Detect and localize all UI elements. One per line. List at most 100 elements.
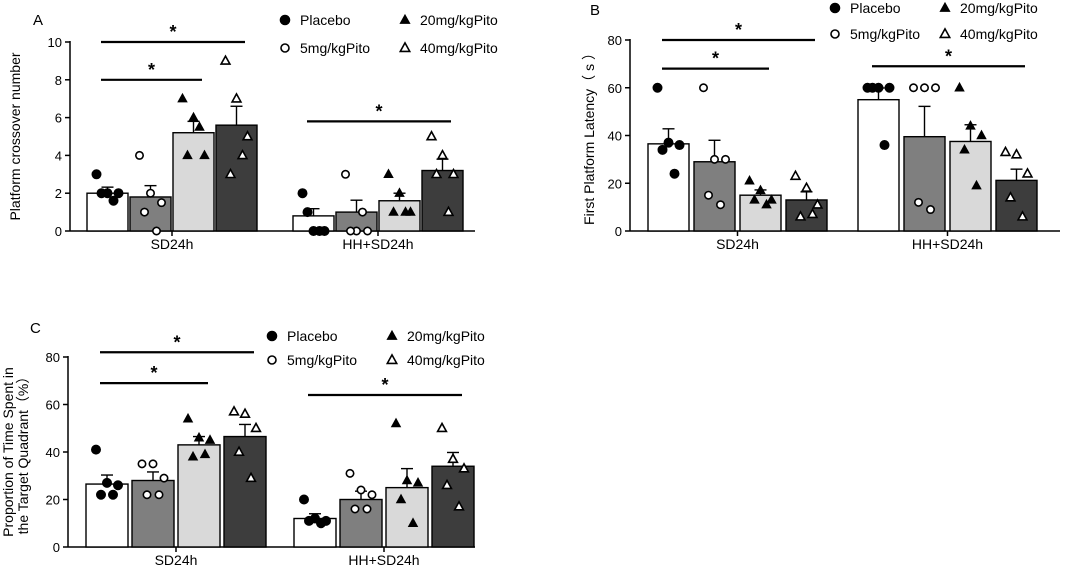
data-point xyxy=(1010,148,1023,159)
data-point xyxy=(345,468,355,478)
data-point xyxy=(390,417,402,428)
panel-letter: C xyxy=(30,320,41,337)
significance-star: * xyxy=(712,49,719,69)
data-point xyxy=(430,167,443,179)
data-point xyxy=(159,473,169,483)
bar xyxy=(647,143,690,232)
data-point xyxy=(230,92,243,103)
y-tick-label: 0 xyxy=(53,540,60,555)
y-tick-label: 40 xyxy=(46,445,60,460)
legend-label: 5mg/kgPito xyxy=(850,26,920,42)
data-point xyxy=(794,210,807,221)
x-group-label: HH+SD24h xyxy=(912,236,983,252)
y-axis-label: First Platform Latency（ s ） xyxy=(581,46,597,225)
data-point xyxy=(241,130,254,141)
significance-star: * xyxy=(381,375,388,395)
bar xyxy=(693,161,736,232)
legend-filled-triangle-icon xyxy=(399,13,411,24)
data-point xyxy=(761,198,772,209)
data-point xyxy=(194,121,205,131)
y-axis-label: Proportion of Time Spent in xyxy=(0,367,16,537)
legend-label: 20mg/kgPito xyxy=(407,328,485,344)
legend-open-circle-icon xyxy=(267,355,277,365)
significance-star: * xyxy=(735,20,742,40)
data-point xyxy=(703,190,713,200)
data-point xyxy=(187,450,199,461)
data-point xyxy=(224,167,237,179)
panel-letter: B xyxy=(590,2,600,19)
data-point xyxy=(395,493,407,504)
x-group-label: SD24h xyxy=(155,552,198,568)
data-point xyxy=(800,181,813,193)
x-group-label: SD24h xyxy=(151,236,194,252)
data-point xyxy=(137,459,147,469)
data-point xyxy=(447,167,460,179)
data-point xyxy=(663,137,674,148)
legend-filled-triangle-icon xyxy=(386,329,398,340)
data-point xyxy=(113,480,124,491)
x-group-label: SD24h xyxy=(716,236,759,252)
legend-filled-triangle-icon xyxy=(939,1,951,12)
data-point xyxy=(447,452,459,464)
y-tick-label: 2 xyxy=(55,186,62,201)
legend-open-triangle-icon xyxy=(398,41,412,53)
data-point xyxy=(806,207,819,219)
data-point xyxy=(177,92,188,103)
data-point xyxy=(303,515,314,526)
panel-letter: A xyxy=(33,12,43,29)
data-point xyxy=(142,490,152,500)
legend-label: 40mg/kgPito xyxy=(407,352,485,368)
data-point xyxy=(146,188,156,198)
x-group-label: HH+SD24h xyxy=(348,552,419,568)
bar xyxy=(385,486,429,548)
data-point xyxy=(157,198,167,208)
data-point xyxy=(749,194,760,204)
significance-star: * xyxy=(945,46,952,66)
data-point xyxy=(652,82,663,93)
data-point xyxy=(971,179,982,190)
data-point xyxy=(913,197,923,207)
data-point xyxy=(233,445,245,456)
y-tick-label: 4 xyxy=(55,148,62,163)
data-point xyxy=(425,130,438,141)
data-point xyxy=(436,421,448,433)
legend-label: Placebo xyxy=(850,0,901,16)
data-point xyxy=(657,144,668,155)
data-point xyxy=(715,200,725,210)
bar xyxy=(421,169,464,232)
data-point xyxy=(954,81,965,92)
data-point xyxy=(453,500,465,511)
data-point xyxy=(188,111,199,122)
legend-filled-circle-icon xyxy=(266,330,278,342)
data-point xyxy=(236,148,249,160)
data-point xyxy=(669,168,680,179)
legend-label: 40mg/kgPito xyxy=(960,26,1038,42)
bar xyxy=(431,465,475,548)
data-point xyxy=(362,226,372,236)
y-tick-label: 40 xyxy=(608,129,622,144)
data-point xyxy=(239,407,251,418)
y-tick-label: 60 xyxy=(608,81,622,96)
y-tick-label: 80 xyxy=(608,33,622,48)
data-point xyxy=(400,206,411,216)
data-point xyxy=(193,431,205,442)
significance-star: * xyxy=(169,22,176,42)
data-point xyxy=(401,474,413,485)
data-point xyxy=(302,207,313,218)
data-point xyxy=(999,145,1012,157)
y-tick-label: 80 xyxy=(46,350,60,365)
legend-label: 20mg/kgPito xyxy=(420,12,498,28)
legend-label: 20mg/kgPito xyxy=(960,0,1038,16)
bar xyxy=(995,179,1038,232)
data-point xyxy=(356,485,366,495)
data-point xyxy=(919,83,929,93)
y-tick-label: 20 xyxy=(608,176,622,191)
data-point xyxy=(412,477,424,487)
data-point xyxy=(108,195,119,206)
bar xyxy=(223,435,267,548)
legend-open-triangle-icon xyxy=(385,353,399,365)
data-point xyxy=(113,188,124,199)
data-point xyxy=(811,198,824,209)
bar xyxy=(85,483,129,548)
data-point xyxy=(182,149,193,160)
